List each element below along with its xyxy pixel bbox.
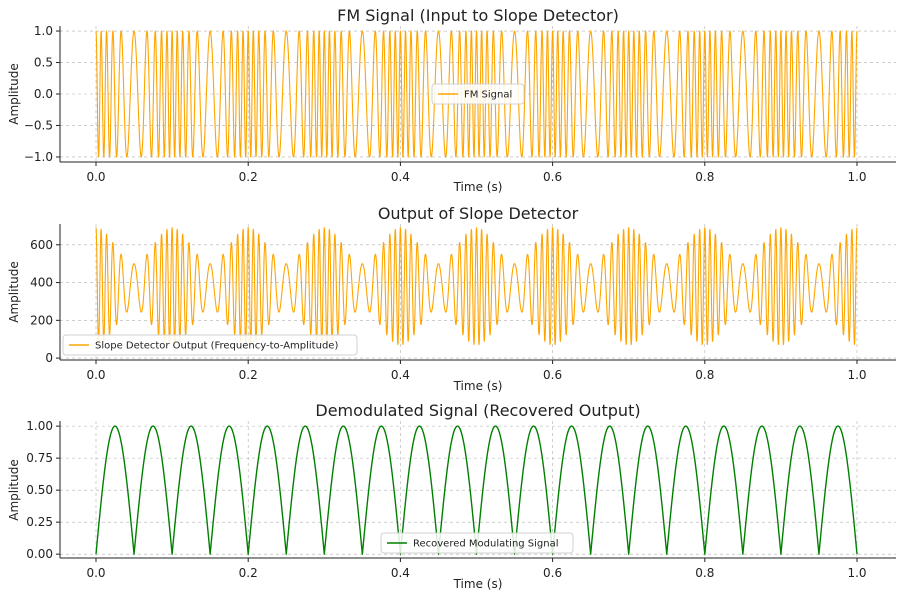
x-tick-label: 0.4 (391, 368, 410, 382)
legend-box (380, 532, 574, 554)
data-series (95, 425, 858, 555)
demodulated-panel: Demodulated Signal (Recovered Output) Am… (7, 401, 896, 591)
x-tick-label: 0.0 (86, 170, 105, 184)
tick-labels: 0.0 0.2 0.4 0.6 0.8 1.0 0 200 400 600 (30, 238, 866, 382)
x-axis-label: Time (s) (453, 379, 503, 393)
legend-box (431, 83, 525, 105)
x-tick-label: 0.2 (239, 566, 258, 580)
fm-signal-panel: FM Signal (Input to Slope Detector) Ampl… (7, 6, 896, 194)
y-tick-label: −0.5 (24, 118, 53, 132)
x-tick-label: 0.8 (695, 170, 714, 184)
y-tick-label: −1.0 (24, 150, 53, 164)
tick-labels: 0.0 0.2 0.4 0.6 0.8 1.0 −1.0 −0.5 0.0 0.5 1.0 (24, 24, 867, 184)
y-tick-label: 400 (30, 276, 53, 290)
legend: FM Signal (431, 83, 525, 105)
y-tick-label: 0.0 (34, 87, 53, 101)
panel-title: Output of Slope Detector (378, 204, 579, 223)
y-axis-label: Amplitude (7, 63, 21, 125)
legend: Recovered Modulating Signal (380, 532, 574, 554)
series-line (95, 227, 858, 346)
x-tick-label: 0.6 (543, 566, 562, 580)
x-axis-label: Time (s) (453, 577, 503, 591)
y-axis-label: Amplitude (7, 459, 21, 521)
slope-detector-panel: Output of Slope Detector Amplitude Time … (7, 204, 896, 393)
legend-label: Recovered Modulating Signal (413, 539, 559, 550)
x-tick-label: 1.0 (847, 368, 866, 382)
y-tick-label: 0.50 (26, 483, 53, 497)
axes (56, 224, 896, 364)
x-tick-label: 0.4 (391, 566, 410, 580)
y-tick-label: 0.75 (26, 451, 53, 465)
y-tick-label: 0.25 (26, 515, 53, 529)
data-series (95, 227, 858, 346)
legend-label: Slope Detector Output (Frequency-to-Ampl… (95, 341, 338, 352)
x-tick-label: 1.0 (847, 566, 866, 580)
y-tick-label: 0.00 (26, 547, 53, 561)
x-tick-label: 1.0 (847, 170, 866, 184)
series-line (95, 30, 858, 158)
x-tick-label: 0.6 (543, 170, 562, 184)
series-line (95, 425, 858, 555)
legend: Slope Detector Output (Frequency-to-Ampl… (62, 334, 358, 356)
tick-labels: 0.0 0.2 0.4 0.6 0.8 1.0 0.00 0.25 0.50 0.75 1.00 (26, 419, 866, 580)
x-tick-label: 0.2 (239, 170, 258, 184)
y-tick-label: 0.5 (34, 56, 53, 70)
y-axis-label: Amplitude (7, 261, 21, 323)
x-tick-label: 0.0 (86, 566, 105, 580)
x-axis-label: Time (s) (453, 180, 503, 194)
x-tick-label: 0.8 (695, 566, 714, 580)
x-tick-label: 0.4 (391, 170, 410, 184)
y-tick-label: 1.0 (34, 24, 53, 38)
y-tick-label: 600 (30, 238, 53, 252)
x-tick-label: 0.6 (543, 368, 562, 382)
panel-title: Demodulated Signal (Recovered Output) (315, 401, 640, 420)
axes (56, 421, 896, 562)
x-tick-label: 0.0 (86, 368, 105, 382)
axes (56, 26, 896, 166)
panel-title: FM Signal (Input to Slope Detector) (337, 6, 619, 25)
y-tick-label: 0 (45, 351, 53, 365)
x-tick-label: 0.8 (695, 368, 714, 382)
y-tick-label: 1.00 (26, 419, 53, 433)
x-tick-label: 0.2 (239, 368, 258, 382)
legend-label: FM Signal (464, 90, 512, 101)
y-tick-label: 200 (30, 313, 53, 327)
data-series (95, 30, 858, 158)
legend-box (62, 334, 358, 356)
